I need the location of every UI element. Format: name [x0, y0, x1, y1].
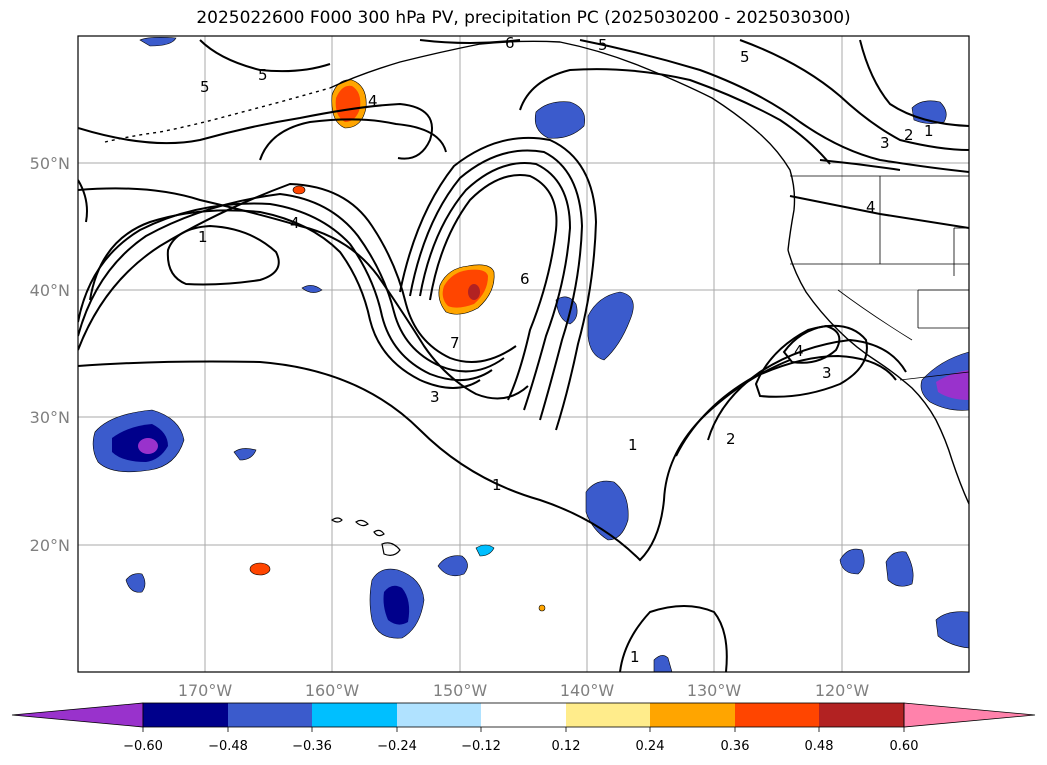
lat-label: 40°N [30, 281, 70, 300]
colorbar-segment [819, 703, 904, 727]
colorbar-extend-right [903, 702, 1036, 728]
contour-label: 5 [598, 36, 608, 54]
precip-patch [587, 291, 634, 361]
colorbar-tick-label: −0.48 [208, 739, 248, 754]
figure-title: 2025022600 F000 300 hPa PV, precipitatio… [196, 8, 851, 28]
colorbar-tick-label: 0.12 [552, 739, 581, 754]
colorbar-segment [228, 703, 312, 727]
map-frame [77, 35, 970, 673]
coastlines [104, 40, 969, 556]
precip-patch [839, 548, 865, 575]
colorbar-segment [650, 703, 735, 727]
lon-label: 140°W [560, 681, 615, 700]
colorbar-segment [481, 703, 566, 727]
contour-label: 4 [290, 214, 300, 232]
contour-label: 2 [904, 126, 914, 144]
colorbar-segment [312, 703, 397, 727]
contour-label: 6 [505, 34, 515, 52]
contour-label: 5 [200, 78, 210, 96]
colorbar-segment [397, 703, 481, 727]
contour-label: 3 [430, 388, 440, 406]
colorbar: −0.60 −0.48 −0.36 −0.24 −0.12 0.12 0.24 … [11, 702, 1036, 754]
contour-label: 1 [924, 122, 934, 140]
contour-labels: 6 5 5 4 5 5 4 1 6 7 3 1 1 2 4 3 3 2 1 4 … [198, 34, 934, 666]
lat-label: 50°N [30, 154, 70, 173]
contour-label: 1 [628, 436, 638, 454]
colorbar-tick-label: −0.36 [292, 739, 332, 754]
precip-patch [292, 185, 306, 195]
colorbar-tick-label: 0.60 [890, 739, 919, 754]
precip-patch [139, 37, 177, 47]
contour-label: 1 [198, 228, 208, 246]
colorbar-frame [142, 702, 905, 728]
colorbar-ticks [142, 727, 905, 732]
precip-patch [301, 285, 323, 293]
lon-label: 120°W [815, 681, 870, 700]
precip-patch [935, 611, 969, 649]
lon-label: 170°W [178, 681, 233, 700]
colorbar-tick-label: −0.60 [123, 739, 163, 754]
contour-label: 3 [880, 134, 890, 152]
colorbar-tick-label: 0.36 [721, 739, 750, 754]
precip-patch [125, 573, 146, 593]
precip-patch [653, 655, 673, 672]
contour-label: 3 [822, 364, 832, 382]
precip-patch [233, 448, 257, 461]
contour-label: 5 [258, 66, 268, 84]
contour-label: 4 [866, 198, 876, 216]
contour-label: 7 [450, 334, 460, 352]
colorbar-tick-label: −0.24 [377, 739, 417, 754]
lon-label: 160°W [305, 681, 360, 700]
precip-patch [249, 562, 271, 576]
contour-label: 4 [368, 92, 378, 110]
precip-patch [534, 101, 585, 139]
contour-label: 6 [520, 270, 530, 288]
lat-label: 20°N [30, 536, 70, 555]
contour-label: 2 [726, 430, 736, 448]
precip-patch [468, 284, 480, 300]
precip-patch [475, 544, 495, 557]
boundaries [790, 175, 969, 381]
colorbar-tick-label: 0.24 [636, 739, 665, 754]
pv-contours [78, 39, 969, 672]
precip-anomaly-patches [92, 37, 969, 672]
precip-patch [538, 604, 546, 612]
colorbar-segment [566, 703, 650, 727]
lon-label: 130°W [687, 681, 742, 700]
colorbar-segment [143, 703, 228, 727]
gridlines [78, 36, 969, 672]
precip-patch [885, 551, 914, 587]
contour-label: 4 [794, 342, 804, 360]
contour-label: 5 [740, 48, 750, 66]
precip-patch [383, 585, 410, 625]
colorbar-extend-left [11, 702, 144, 728]
colorbar-tick-label: 0.48 [805, 739, 834, 754]
precip-patch [936, 370, 969, 400]
contour-label: 1 [492, 476, 502, 494]
lat-label: 30°N [30, 408, 70, 427]
precip-patch [437, 555, 468, 577]
lon-labels: 170°W 160°W 150°W 140°W 130°W 120°W [178, 681, 870, 700]
colorbar-tick-label: −0.12 [461, 739, 501, 754]
contour-label: 1 [630, 648, 640, 666]
precip-patch [335, 85, 361, 122]
lat-labels: 50°N 40°N 30°N 20°N [30, 154, 70, 555]
colorbar-segment [735, 703, 819, 727]
lon-label: 150°W [433, 681, 488, 700]
precip-patch [138, 438, 158, 454]
